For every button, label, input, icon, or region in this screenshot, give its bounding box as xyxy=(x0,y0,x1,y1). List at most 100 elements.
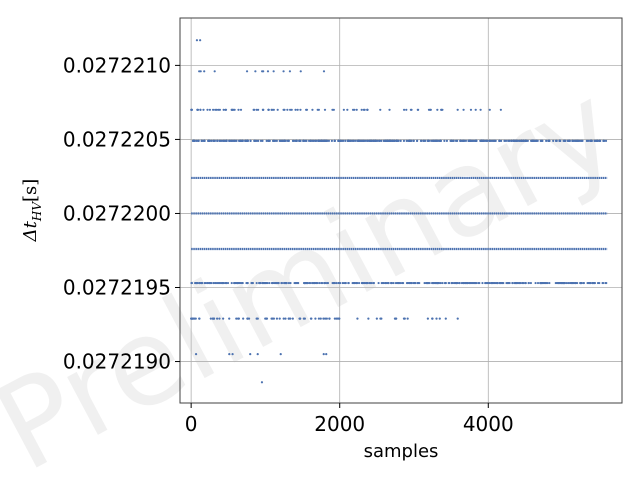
data-point xyxy=(502,281,505,285)
data-point xyxy=(405,281,409,285)
data-point xyxy=(413,281,417,285)
data-point xyxy=(561,281,564,285)
data-point xyxy=(190,108,193,111)
data-point xyxy=(355,108,358,111)
data-point xyxy=(309,317,313,320)
data-point xyxy=(241,281,244,285)
data-point xyxy=(377,139,381,143)
data-point xyxy=(492,281,495,285)
data-point xyxy=(506,281,509,285)
data-point xyxy=(247,317,251,320)
data-point xyxy=(504,139,508,143)
data-point xyxy=(210,139,213,143)
data-point xyxy=(357,139,361,143)
data-point xyxy=(581,139,584,143)
data-point xyxy=(405,108,408,111)
data-point xyxy=(444,317,447,320)
data-point xyxy=(246,139,249,143)
data-point xyxy=(314,317,317,320)
data-point xyxy=(297,139,301,143)
data-point xyxy=(275,139,278,143)
data-point xyxy=(511,281,514,285)
data-point xyxy=(365,281,368,285)
data-point xyxy=(272,70,275,73)
data-point xyxy=(282,70,285,73)
x-tick-label: 0 xyxy=(185,412,198,436)
data-point xyxy=(258,281,261,285)
data-point xyxy=(473,281,476,285)
data-point xyxy=(261,108,264,111)
data-point xyxy=(379,108,382,111)
data-point xyxy=(469,139,472,143)
data-point xyxy=(488,281,491,285)
data-point xyxy=(436,108,439,111)
data-point xyxy=(296,108,299,111)
data-point xyxy=(324,317,327,320)
data-point xyxy=(291,317,294,320)
data-point xyxy=(194,353,198,356)
data-point xyxy=(570,281,573,285)
data-point xyxy=(298,317,302,320)
data-point xyxy=(539,281,542,285)
data-point xyxy=(347,281,350,285)
data-point xyxy=(239,139,242,143)
y-axis-label-text: ΔtHV[s] xyxy=(20,179,44,243)
data-point xyxy=(368,139,371,143)
y-axis-label-unit: [s] xyxy=(20,179,41,202)
y-axis-label-sub: HV xyxy=(30,201,44,222)
data-point xyxy=(290,108,293,111)
data-point xyxy=(224,139,227,143)
data-point xyxy=(531,139,535,143)
data-point xyxy=(299,70,302,73)
data-point xyxy=(222,108,225,111)
data-point xyxy=(361,139,364,143)
data-point xyxy=(285,281,288,285)
data-point xyxy=(456,108,459,111)
data-point xyxy=(215,281,218,285)
data-point xyxy=(430,139,433,143)
data-point xyxy=(455,281,458,285)
data-point xyxy=(222,317,225,320)
data-point xyxy=(573,139,576,143)
data-point xyxy=(235,139,238,143)
data-point xyxy=(307,139,311,143)
data-point xyxy=(214,108,217,111)
y-tick-label: 0.0272190 xyxy=(63,350,171,374)
data-point xyxy=(241,139,244,143)
data-point xyxy=(598,139,601,143)
data-point xyxy=(279,353,282,356)
data-point xyxy=(276,281,280,285)
data-point xyxy=(294,281,297,285)
data-point xyxy=(376,139,379,143)
data-point xyxy=(392,281,395,285)
data-point xyxy=(212,139,215,143)
data-point xyxy=(208,281,212,285)
data-point xyxy=(275,317,279,320)
data-point xyxy=(245,70,249,73)
data-point xyxy=(507,139,510,143)
data-point xyxy=(403,317,406,320)
data-point xyxy=(429,108,432,111)
data-point xyxy=(515,139,518,143)
data-point xyxy=(286,139,289,143)
data-point xyxy=(399,139,402,143)
data-point xyxy=(311,108,314,111)
data-point xyxy=(206,139,210,143)
data-point xyxy=(253,139,256,143)
data-point xyxy=(291,139,295,143)
data-point xyxy=(439,281,442,285)
data-point xyxy=(491,139,494,143)
data-point xyxy=(464,139,468,143)
data-point xyxy=(238,281,241,285)
data-point xyxy=(548,281,551,285)
x-tick-label: 2000 xyxy=(314,412,365,436)
data-point xyxy=(322,139,325,143)
x-axis-ticks: 0 2000 4000 xyxy=(185,403,514,436)
data-point xyxy=(196,281,199,285)
data-point xyxy=(603,139,606,143)
data-point xyxy=(402,139,406,143)
data-point xyxy=(524,281,527,285)
data-point xyxy=(499,108,502,111)
data-point xyxy=(469,108,473,111)
